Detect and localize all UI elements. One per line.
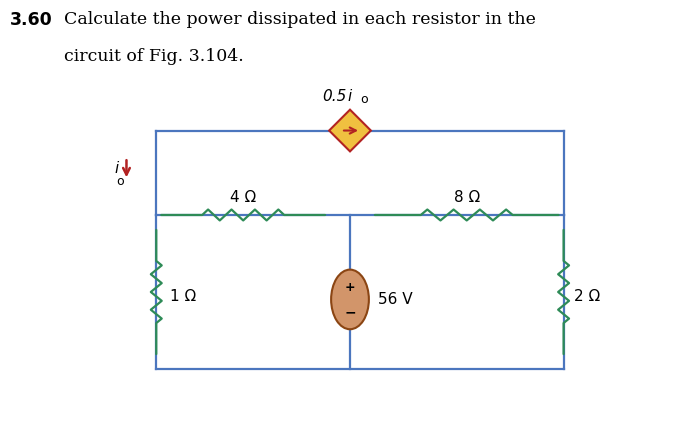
Text: circuit of Fig. 3.104.: circuit of Fig. 3.104. [64, 48, 244, 65]
Text: Calculate the power dissipated in each resistor in the: Calculate the power dissipated in each r… [64, 11, 536, 28]
Text: o: o [116, 175, 123, 188]
Text: −: − [344, 305, 356, 319]
Text: 4 Ω: 4 Ω [230, 190, 256, 205]
Text: 3.60: 3.60 [10, 11, 53, 29]
Text: i: i [347, 89, 351, 104]
Ellipse shape [331, 269, 369, 329]
Text: i: i [114, 162, 118, 176]
Text: 0.5: 0.5 [323, 89, 347, 104]
Text: o: o [360, 93, 368, 106]
Text: +: + [344, 281, 356, 294]
Polygon shape [329, 110, 371, 151]
Text: 2 Ω: 2 Ω [573, 289, 600, 304]
Text: 1 Ω: 1 Ω [170, 289, 197, 304]
Text: 8 Ω: 8 Ω [454, 190, 480, 205]
Text: 56 V: 56 V [378, 292, 412, 307]
